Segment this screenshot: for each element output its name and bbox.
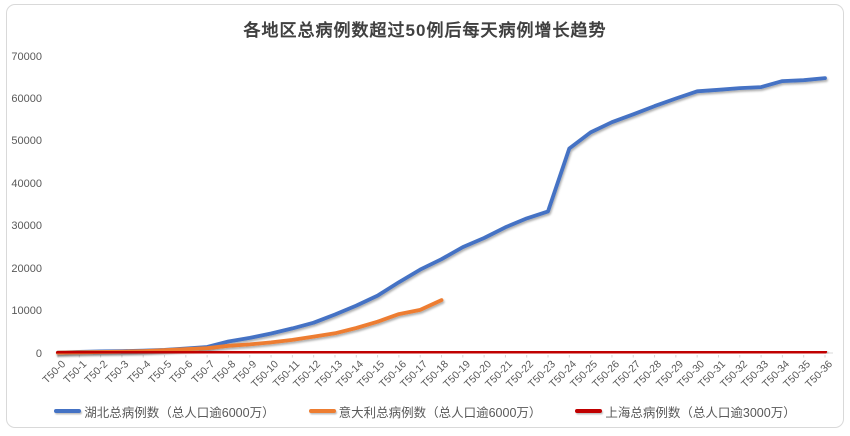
italy-line-swatch — [308, 409, 336, 413]
legend-item-hubei: 湖北总病例数（总人口逾6000万） — [54, 402, 275, 421]
y-tick-label: 40000 — [11, 177, 42, 190]
y-tick-label: 50000 — [11, 135, 42, 148]
legend-item-shanghai: 上海总病例数（总人口逾3000万） — [575, 402, 796, 421]
y-tick-label: 60000 — [11, 92, 42, 105]
y-tick-label: 70000 — [11, 50, 42, 63]
y-tick-label: 30000 — [11, 220, 42, 233]
legend-label-italy: 意大利总病例数（总人口逾6000万） — [338, 405, 542, 420]
line-chart-plot — [55, 76, 833, 358]
legend-label-hubei: 湖北总病例数（总人口逾6000万） — [84, 405, 275, 420]
italy-series-line — [56, 298, 444, 355]
legend-item-italy: 意大利总病例数（总人口逾6000万） — [308, 402, 542, 421]
shanghai-series-line — [55, 349, 828, 355]
hubei-series-line — [56, 76, 827, 355]
hubei-line-swatch — [54, 409, 82, 413]
chart-legend: 湖北总病例数（总人口逾6000万） 意大利总病例数（总人口逾6000万） 上海总… — [7, 402, 843, 420]
series-lines — [55, 76, 828, 355]
y-tick-label: 10000 — [11, 305, 42, 318]
legend-label-shanghai: 上海总病例数（总人口逾3000万） — [605, 405, 796, 420]
shanghai-line-swatch — [575, 409, 603, 413]
y-tick-label: 0 — [35, 347, 42, 360]
y-tick-label: 20000 — [11, 262, 42, 275]
chart-card: 各地区总病例数超过50例后每天病例增长趋势 0 10000 20000 30000 40… — [6, 4, 844, 428]
chart-title: 各地区总病例数超过50例后每天病例增长趋势 — [243, 21, 607, 40]
